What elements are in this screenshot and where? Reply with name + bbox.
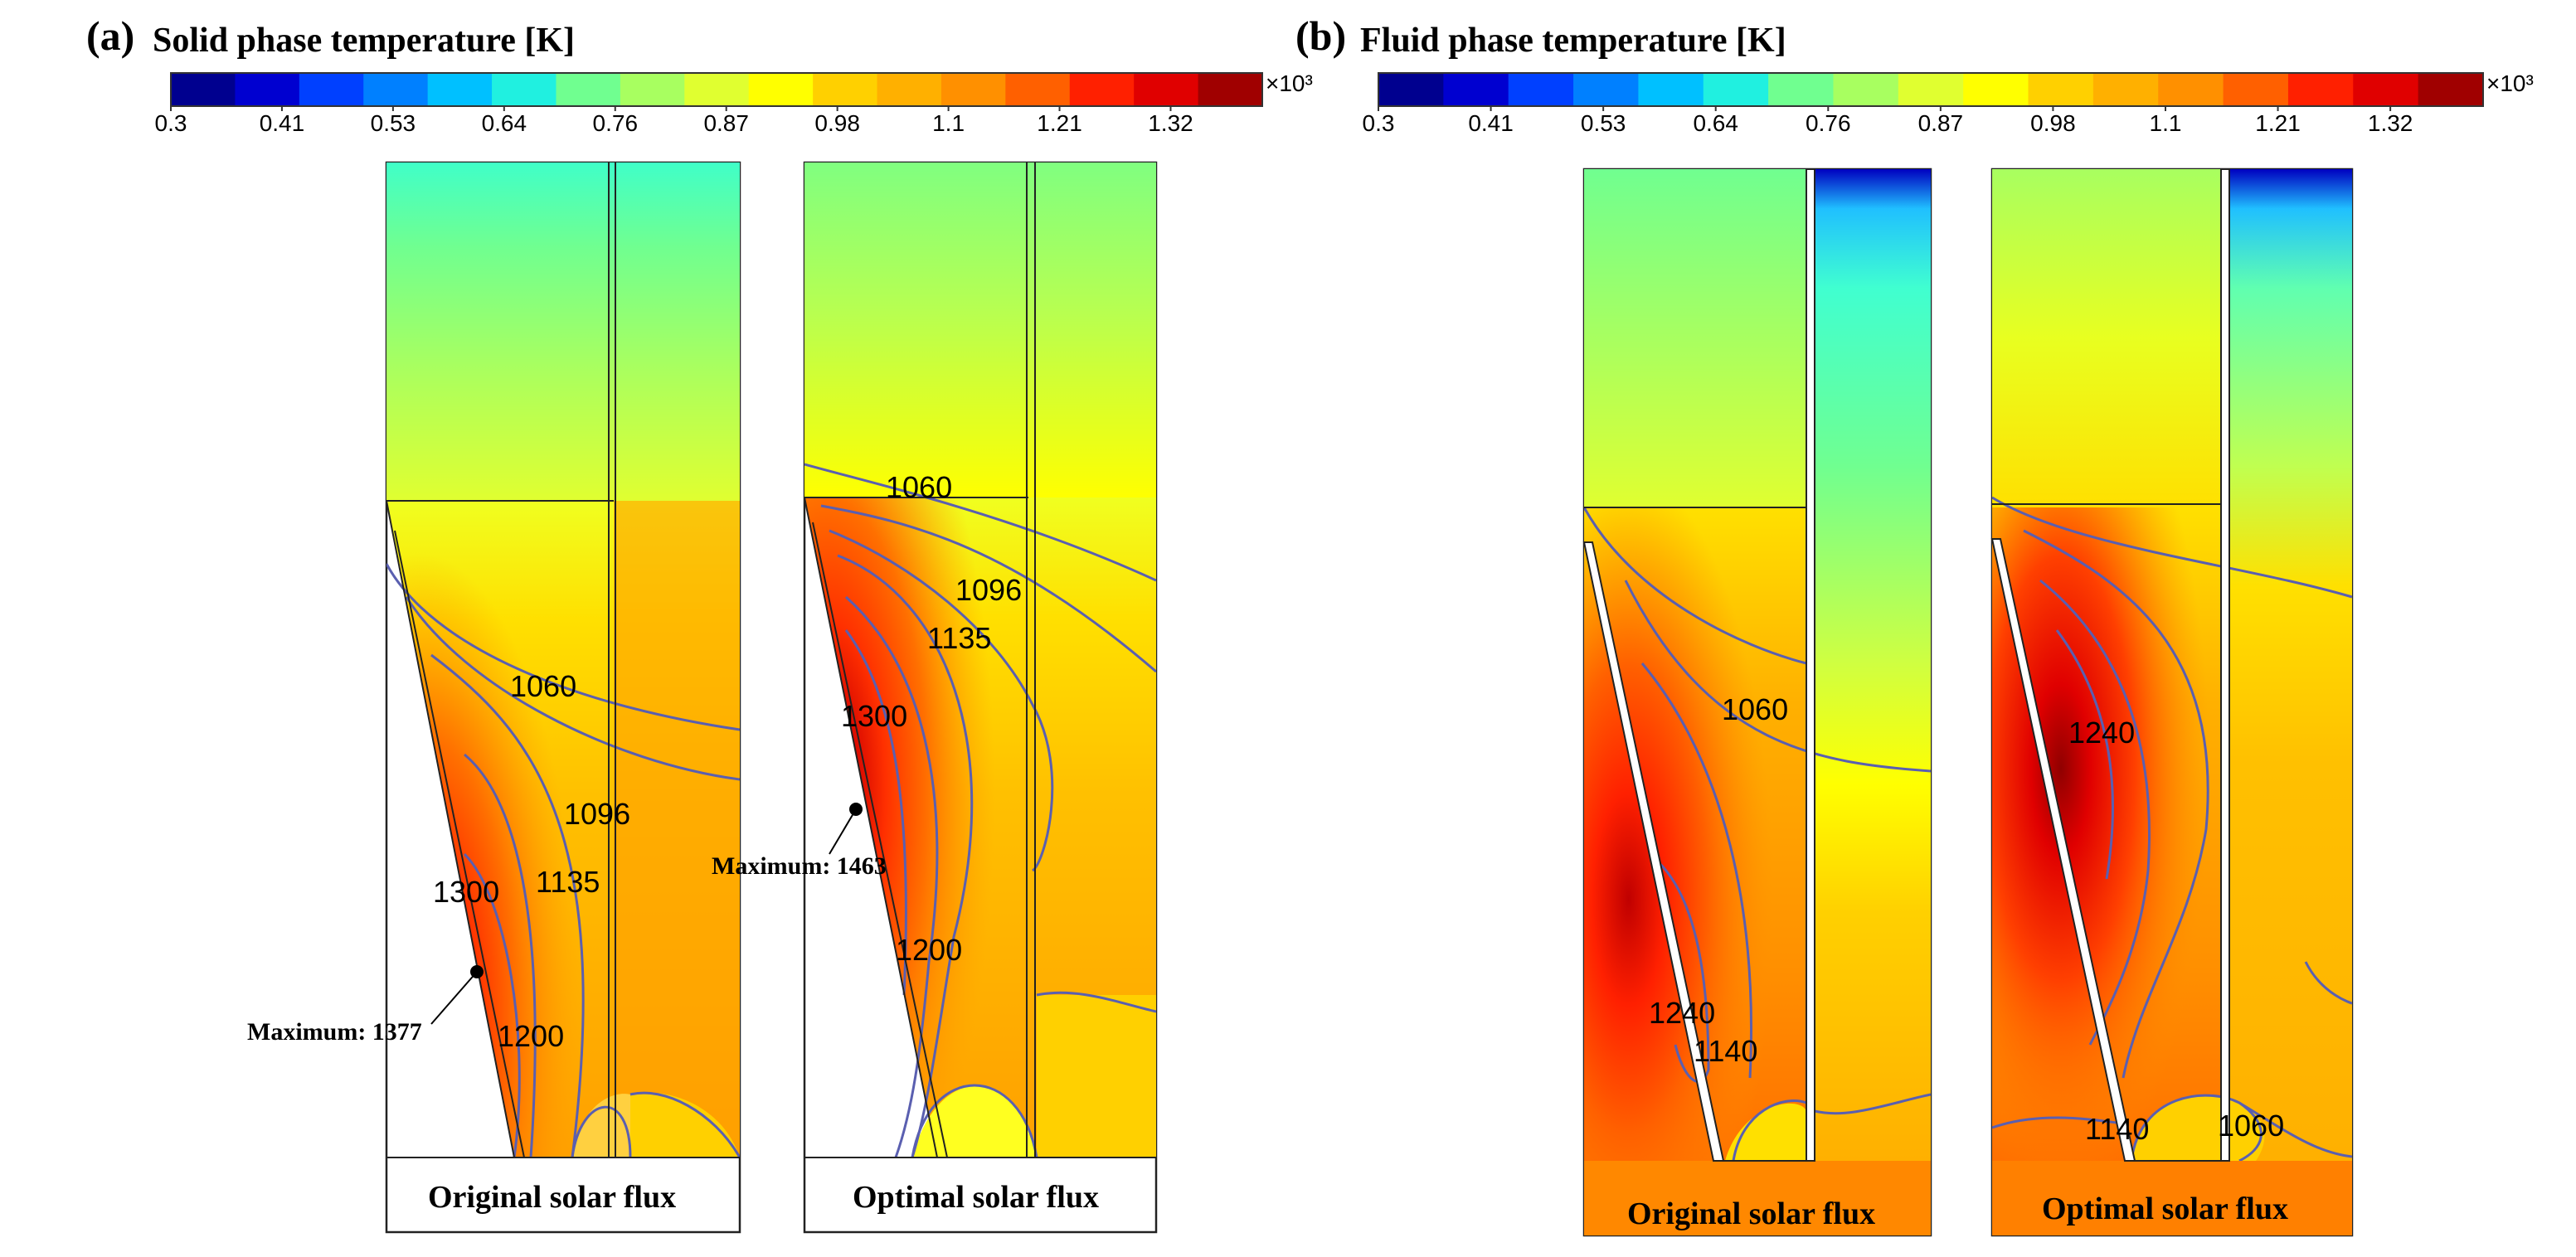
colorbar-swatch xyxy=(940,73,1007,106)
contour-label: 1135 xyxy=(927,621,991,655)
colorbar-tick-label: 1.32 xyxy=(2368,110,2413,136)
colorbar-swatch xyxy=(492,73,557,106)
contour-label: 1240 xyxy=(2068,716,2135,750)
colorbar-swatch xyxy=(1443,73,1509,106)
colorbar-solid: 0.3 0.41 0.53 0.64 0.76 0.87 0.98 1.1 1.21 1.32 xyxy=(155,72,1263,136)
colorbar-tick-label: 0.87 xyxy=(1918,110,1964,136)
colorbar-tick-label: 0.3 xyxy=(155,110,187,136)
panel-caption: Original solar flux xyxy=(1627,1196,1875,1231)
maximum-label: Maximum: 1463 xyxy=(712,852,887,880)
colorbar-tick-label: 1.32 xyxy=(1148,110,1193,136)
colorbar-swatch xyxy=(1768,73,1835,106)
maximum-label: Maximum: 1377 xyxy=(247,1018,422,1046)
contour-label: 1240 xyxy=(1649,996,1715,1030)
colorbar-swatch xyxy=(427,73,493,106)
colorbar-tick-label: 0.53 xyxy=(1581,110,1626,136)
fluid-original-plot xyxy=(1582,167,1932,1237)
colorbar-swatch xyxy=(2287,73,2355,106)
colorbar-swatch xyxy=(684,73,750,106)
colorbar-swatch xyxy=(363,73,429,106)
contour-label: 1140 xyxy=(2085,1112,2149,1146)
colorbar-tick-label: 0.64 xyxy=(1693,110,1738,136)
colorbar-swatch xyxy=(1573,73,1640,106)
colorbar-tick-label: 1.1 xyxy=(2150,110,2182,136)
colorbar-multiplier-solid: ×10³ xyxy=(1266,70,1313,96)
panel-b-tag: (b) xyxy=(1295,12,1346,59)
colorbar-tick-label: 0.98 xyxy=(814,110,860,136)
colorbar-swatch xyxy=(1005,73,1071,106)
colorbar-swatch xyxy=(1069,73,1135,106)
colorbar-border xyxy=(1378,72,2484,107)
fluid-optimal-plot xyxy=(1990,167,2354,1237)
colorbar-tick-label: 0.76 xyxy=(1806,110,1851,136)
colorbar-tick-label: 0.98 xyxy=(2030,110,2076,136)
colorbar-swatch xyxy=(1703,73,1769,106)
contour-label: 1300 xyxy=(841,699,907,733)
panel-a-tag: (a) xyxy=(86,12,134,59)
colorbar-swatch xyxy=(1198,73,1263,106)
colorbar-swatch xyxy=(556,73,621,106)
panel-b-title: Fluid phase temperature [K] xyxy=(1360,22,1786,60)
colorbar-swatch xyxy=(1898,73,1964,106)
panel-caption: Optimal solar flux xyxy=(2042,1191,2288,1226)
contour-label: 1060 xyxy=(2218,1109,2284,1143)
panel-caption: Optimal solar flux xyxy=(853,1180,1099,1215)
contour-label: 1135 xyxy=(536,865,600,899)
colorbar-swatch xyxy=(2158,73,2224,106)
colorbar-swatch xyxy=(2353,73,2419,106)
colorbar-swatch xyxy=(2028,73,2094,106)
colorbar-swatch xyxy=(235,73,300,106)
colorbar-swatch xyxy=(1378,73,1445,106)
colorbar-tick-label: 0.64 xyxy=(482,110,527,136)
colorbar-tick-label: 1.21 xyxy=(1037,110,1082,136)
colorbar-tick-label: 0.3 xyxy=(1363,110,1395,136)
colorbar-tick-label: 0.53 xyxy=(371,110,416,136)
colorbar-multiplier-fluid: ×10³ xyxy=(2486,70,2534,96)
contour-label: 1096 xyxy=(955,573,1022,607)
colorbar-swatch xyxy=(2092,73,2160,106)
colorbar-swatch xyxy=(1508,73,1574,106)
contour-label: 1096 xyxy=(564,797,630,831)
colorbar-tick-label: 0.41 xyxy=(1468,110,1514,136)
solid-optimal-plot xyxy=(803,161,1158,1234)
colorbar-tick-label: 1.1 xyxy=(932,110,965,136)
colorbar-tick-label: 1.21 xyxy=(2255,110,2301,136)
contour-label: 1300 xyxy=(433,875,499,909)
colorbar-tick-label: 0.87 xyxy=(703,110,749,136)
colorbar-swatch xyxy=(1134,73,1199,106)
contour-label: 1060 xyxy=(1722,692,1788,726)
colorbar-swatch xyxy=(813,73,878,106)
colorbar-swatch xyxy=(171,73,236,106)
contour-label: 1060 xyxy=(510,669,576,703)
colorbar-swatch xyxy=(2418,73,2484,106)
contour-label: 1060 xyxy=(886,470,952,504)
colorbar-swatch xyxy=(748,73,814,106)
colorbar-tick-label: 0.76 xyxy=(593,110,639,136)
colorbar-swatch xyxy=(2223,73,2289,106)
colorbar-swatch xyxy=(620,73,686,106)
colorbar-swatch xyxy=(299,73,365,106)
colorbar-fluid: 0.3 0.41 0.53 0.64 0.76 0.87 0.98 1.1 1.21 1.32 xyxy=(1363,72,2484,136)
colorbar-swatch xyxy=(1833,73,1899,106)
contour-label: 1140 xyxy=(1694,1034,1757,1068)
contour-label: 1200 xyxy=(498,1019,564,1053)
contour-label: 1200 xyxy=(896,933,962,967)
colorbar-tick-label: 0.41 xyxy=(260,110,305,136)
colorbar-border xyxy=(170,72,1263,107)
solid-original-plot xyxy=(385,161,741,1234)
colorbar-swatch xyxy=(1963,73,2029,106)
panel-a-title: Solid phase temperature [K] xyxy=(153,22,575,60)
panel-caption: Original solar flux xyxy=(428,1180,676,1215)
colorbar-swatch xyxy=(877,73,942,106)
colorbar-swatch xyxy=(1638,73,1704,106)
